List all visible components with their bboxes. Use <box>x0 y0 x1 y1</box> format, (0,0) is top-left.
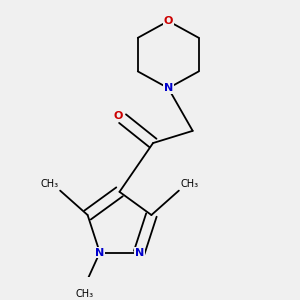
Text: N: N <box>164 83 173 93</box>
Text: CH₃: CH₃ <box>180 179 199 189</box>
Text: O: O <box>113 111 123 121</box>
Text: CH₃: CH₃ <box>40 179 58 189</box>
Text: N: N <box>95 248 104 257</box>
Text: N: N <box>135 248 144 257</box>
Text: CH₃: CH₃ <box>76 289 94 299</box>
Text: O: O <box>164 16 173 26</box>
